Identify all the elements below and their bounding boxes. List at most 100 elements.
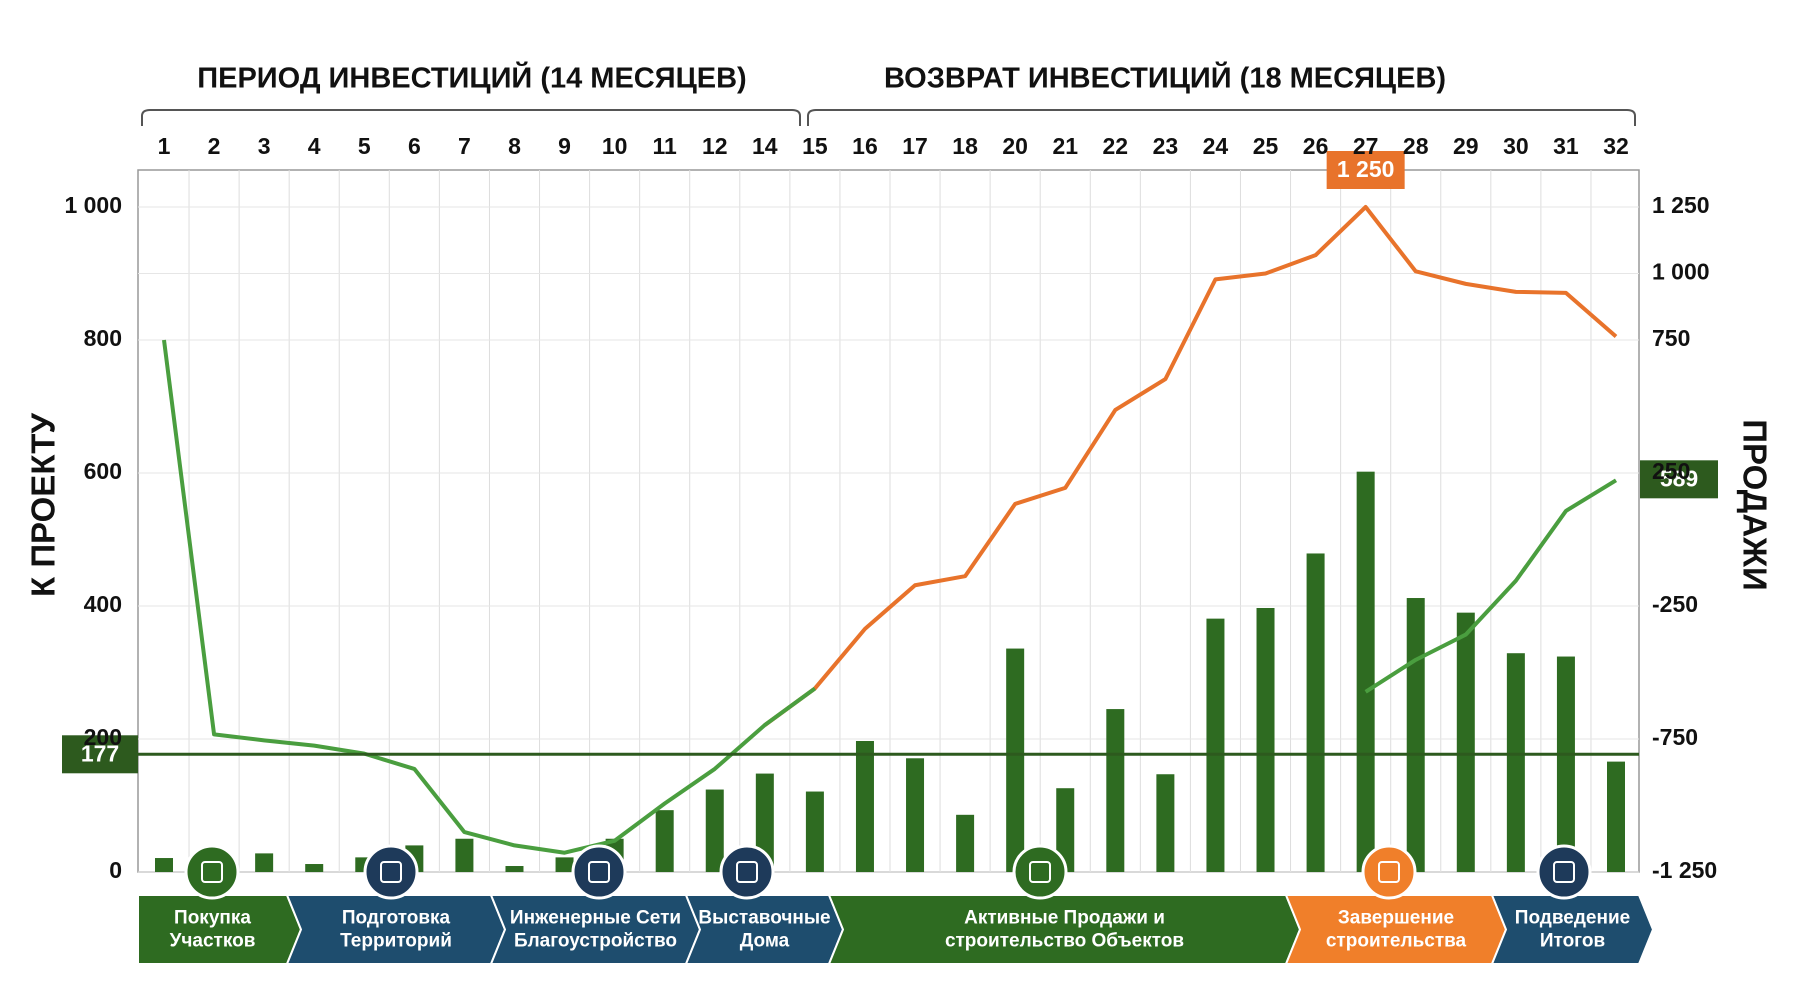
y2-tick-label: 750 [1652,325,1690,351]
x-tick-label: 12 [702,133,728,159]
phase-label: Подготовка [342,908,451,929]
phase-label: Территорий [340,931,452,952]
x-tick-label: 14 [752,133,778,159]
phase-icon [571,844,627,900]
bar [1506,653,1525,872]
x-tick-label: 28 [1403,133,1429,159]
bar [505,866,524,872]
bar [705,789,724,872]
x-tick-label: 6 [408,133,421,159]
phase-icon-glyph [380,861,402,883]
phase-icon-glyph [736,861,758,883]
bar [1106,709,1125,872]
x-tick-label: 27 [1353,133,1379,159]
x-tick-label: 1 [158,133,171,159]
value-label: 1 250 [1337,156,1395,182]
phase-chevron [137,894,303,965]
y-tick-label: 400 [84,591,122,617]
value-label-box [1640,460,1718,499]
y2-tick-label: -1 250 [1652,857,1717,883]
bar [255,853,274,872]
value-label: 589 [1660,465,1698,491]
phase-icon [1536,844,1592,900]
bar [956,814,975,872]
line [162,339,1618,855]
y2-tick-label: -250 [1652,591,1698,617]
bar [755,773,774,872]
x-tick-label: 20 [1002,133,1028,159]
period-header: ВОЗВРАТ ИНВЕСТИЦИЙ (18 МЕСЯЦЕВ) [884,61,1446,95]
phase-icon [1361,844,1417,900]
line [763,205,1618,727]
phase-chevron [684,894,845,965]
y2-tick-label: 250 [1652,458,1690,484]
x-tick-label: 31 [1553,133,1579,159]
x-tick-label: 7 [458,133,471,159]
x-tick-label: 23 [1153,133,1179,159]
x-tick-label: 3 [258,133,271,159]
y2-axis-title: ПРОДАЖИ [1736,419,1773,590]
x-tick-label: 15 [802,133,828,159]
phase-icon [719,844,775,900]
bar [455,838,474,872]
phase-label: Выставочные [698,908,830,929]
phase-label: Участков [170,931,256,952]
x-tick-label: 2 [208,133,221,159]
x-tick-label: 11 [653,133,678,159]
bar [1356,471,1375,872]
phase-label: строительство Объектов [945,931,1184,952]
x-tick-label: 29 [1453,133,1479,159]
bar [805,791,824,872]
phase-label: Благоустройство [514,931,677,952]
bar [1306,553,1325,872]
reference-label: 177 [81,740,119,766]
x-tick-label: 18 [952,133,978,159]
phase-label: Итогов [1540,931,1605,952]
bar [1607,761,1625,872]
bar [855,740,874,872]
phase-icon [363,844,419,900]
value-label-box [1326,151,1405,189]
x-tick-label: 8 [508,133,521,159]
phase-chevron [285,894,507,965]
bar [1256,607,1275,872]
phase-icon [1012,844,1068,900]
y-tick-label: 800 [84,325,122,351]
bar [1456,612,1475,872]
bracket [141,109,801,126]
bar [1006,648,1025,872]
y-axis-title: К ПРОЕКТУ [25,413,62,597]
period-header: ПЕРИОД ИНВЕСТИЦИЙ (14 МЕСЯЦЕВ) [197,61,746,95]
y-tick-label: 600 [84,458,122,484]
bar [305,864,324,872]
bar [555,857,574,872]
phase-chevron [489,894,702,965]
bar [1406,598,1425,872]
y2-tick-label: 1 250 [1652,192,1710,218]
phase-icon-glyph [588,861,610,883]
x-tick-label: 10 [602,133,628,159]
x-tick-label: 22 [1103,133,1129,159]
bar [1056,788,1075,872]
phase-chevron [1284,894,1508,965]
x-tick-label: 5 [358,133,371,159]
x-tick-label: 30 [1503,133,1529,159]
phase-icon-glyph [1553,861,1575,883]
y-tick-label: 200 [84,724,122,750]
bar [906,758,925,872]
x-tick-label: 4 [308,133,321,159]
y2-tick-label: 1 000 [1652,259,1710,285]
phase-chevron [827,894,1302,965]
y-tick-label: 1 000 [64,192,122,218]
phase-label: Подведение [1515,908,1630,929]
x-tick-label: 32 [1603,133,1629,159]
bar [1556,656,1575,872]
phase-label: строительства [1326,931,1467,952]
phase-label: Завершение [1338,908,1454,929]
phase-label: Инженерные Сети [510,908,681,929]
phase-label: Активные Продажи и [964,908,1165,929]
phase-icon-glyph [201,861,223,883]
y-tick-label: 0 [109,857,122,883]
x-tick-label: 26 [1303,133,1329,159]
